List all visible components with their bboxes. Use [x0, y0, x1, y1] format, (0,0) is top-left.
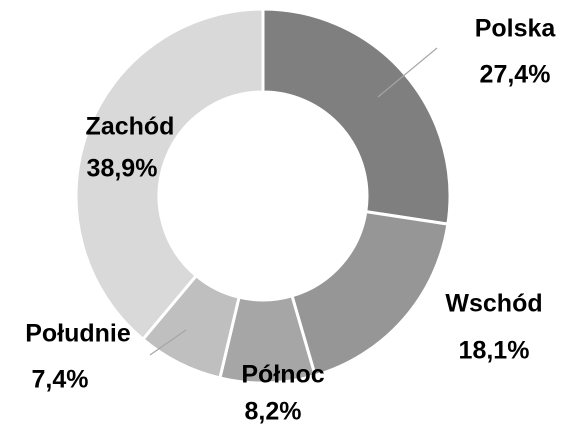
value-label: 18,1%: [459, 337, 530, 365]
category-label: Wschód: [445, 290, 542, 318]
donut-slice: [74, 7, 265, 342]
value-label: 7,4%: [32, 366, 89, 394]
donut-slice: [290, 209, 450, 378]
donut-slice: [261, 7, 452, 226]
value-label: 38,9%: [87, 155, 158, 183]
category-label: Północ: [241, 361, 324, 389]
category-label: Zachód: [86, 113, 175, 141]
category-label: Polska: [475, 15, 557, 43]
value-label: 27,4%: [480, 61, 551, 89]
labels: Polska 27,4% Wschód 18,1% Północ 8,2% Południe…: [25, 15, 556, 426]
leader-line: [149, 329, 187, 356]
slices: [74, 7, 452, 385]
value-label: 8,2%: [245, 398, 302, 426]
category-label: Południe: [25, 320, 131, 348]
leader-line: [377, 47, 438, 98]
